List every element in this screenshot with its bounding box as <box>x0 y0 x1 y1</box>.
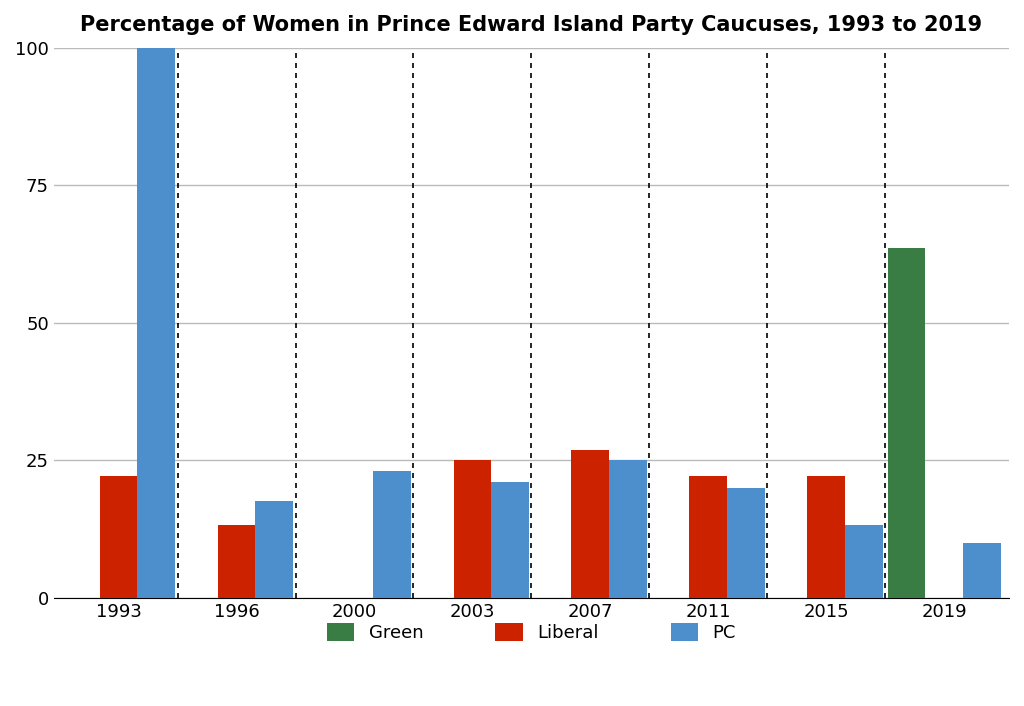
Bar <box>609 460 647 598</box>
Bar <box>454 460 492 598</box>
Bar <box>492 481 529 598</box>
Bar <box>218 525 255 598</box>
Legend: Green, Liberal, PC: Green, Liberal, PC <box>319 616 742 650</box>
Bar <box>571 450 609 598</box>
Bar <box>255 501 293 598</box>
Bar <box>689 476 727 598</box>
Bar <box>137 48 175 598</box>
Bar <box>99 476 137 598</box>
Bar <box>727 488 765 598</box>
Title: Percentage of Women in Prince Edward Island Party Caucuses, 1993 to 2019: Percentage of Women in Prince Edward Isl… <box>80 15 982 35</box>
Bar <box>888 248 926 598</box>
Bar <box>807 476 845 598</box>
Bar <box>845 525 883 598</box>
Bar <box>374 471 411 598</box>
Bar <box>963 543 1000 598</box>
